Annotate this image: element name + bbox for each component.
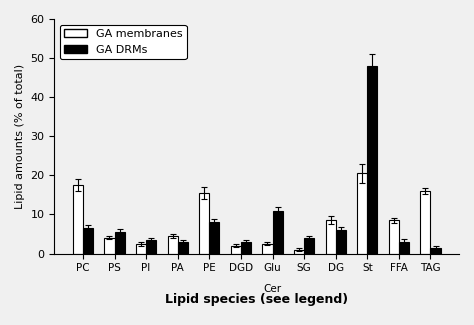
Bar [294, 250, 304, 254]
Bar [199, 193, 210, 254]
Bar [73, 185, 83, 254]
Bar [178, 242, 188, 254]
Bar [367, 66, 377, 254]
Bar [146, 240, 156, 254]
Bar [263, 244, 273, 254]
Bar [241, 242, 251, 254]
Bar [304, 238, 314, 254]
Bar [115, 232, 125, 254]
Bar [326, 220, 336, 254]
Bar [430, 248, 441, 254]
Bar [336, 230, 346, 254]
Bar [104, 238, 115, 254]
Bar [389, 220, 399, 254]
Bar [357, 173, 367, 254]
Y-axis label: Lipid amounts (% of total): Lipid amounts (% of total) [15, 64, 25, 209]
Legend: GA membranes, GA DRMs: GA membranes, GA DRMs [60, 25, 187, 59]
Bar [210, 222, 219, 254]
Bar [168, 236, 178, 254]
Bar [420, 191, 430, 254]
Bar [399, 242, 409, 254]
Bar [136, 244, 146, 254]
Text: Cer: Cer [264, 284, 282, 294]
X-axis label: Lipid species (see legend): Lipid species (see legend) [165, 293, 348, 306]
Bar [231, 246, 241, 254]
Bar [273, 211, 283, 254]
Bar [83, 228, 93, 254]
